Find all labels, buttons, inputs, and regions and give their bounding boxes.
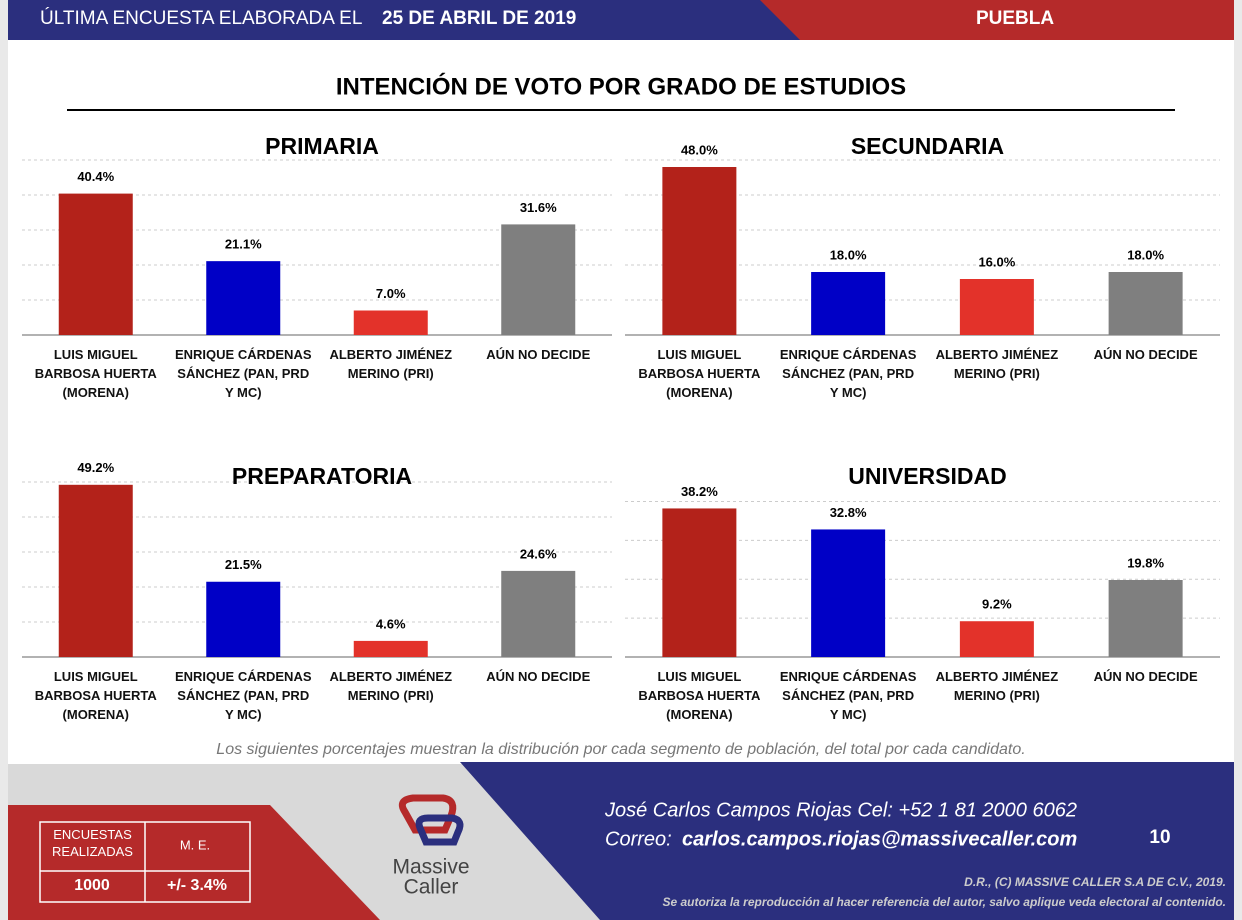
x-tick-label: ENRIQUE CÁRDENAS SÁNCHEZ (PAN, PRD Y MC) bbox=[174, 347, 312, 400]
logo-icon bbox=[415, 814, 464, 846]
data-label: 16.0% bbox=[978, 254, 1015, 269]
header-band bbox=[8, 0, 830, 40]
chart-title: PREPARATORIA bbox=[232, 463, 412, 489]
bar bbox=[353, 640, 428, 657]
logo-text: Caller bbox=[404, 876, 459, 899]
data-label: 49.2% bbox=[77, 460, 114, 475]
x-tick-label: ENRIQUE CÁRDENAS SÁNCHEZ (PAN, PRD Y MC) bbox=[174, 669, 312, 722]
contact: José Carlos Campos Riojas Cel: +52 1 81 … bbox=[604, 799, 1077, 821]
x-tick-label: LUIS MIGUEL BARBOSA HUERTA (MORENA) bbox=[638, 669, 761, 722]
bar bbox=[811, 272, 886, 335]
logo-text: Massive bbox=[392, 856, 469, 879]
bar bbox=[1108, 580, 1183, 657]
footer-red bbox=[8, 805, 380, 920]
x-tick-label: ALBERTO JIMÉNEZ MERINO (PRI) bbox=[329, 669, 453, 703]
x-tick-label: LUIS MIGUEL BARBOSA HUERTA (MORENA) bbox=[34, 347, 157, 400]
table-header: ENCUESTAS REALIZADAS bbox=[52, 827, 133, 859]
chart-title: UNIVERSIDAD bbox=[848, 463, 1006, 489]
x-tick-label: LUIS MIGUEL BARBOSA HUERTA (MORENA) bbox=[34, 669, 157, 722]
bar bbox=[58, 484, 133, 657]
x-tick-label: ENRIQUE CÁRDENAS SÁNCHEZ (PAN, PRD Y MC) bbox=[779, 669, 917, 722]
x-tick-label: ENRIQUE CÁRDENAS SÁNCHEZ (PAN, PRD Y MC) bbox=[779, 347, 917, 400]
header-text: ÚLTIMA ENCUESTA ELABORADA EL bbox=[40, 7, 362, 29]
table-value: 1000 bbox=[74, 877, 110, 894]
note: Los siguientes porcentajes muestran la d… bbox=[216, 741, 1025, 758]
data-label: 21.5% bbox=[225, 557, 262, 572]
header-band-red bbox=[760, 0, 1234, 40]
email: carlos.campos.riojas@massivecaller.com bbox=[682, 828, 1077, 850]
x-tick-label: AÚN NO DECIDE bbox=[486, 347, 591, 362]
bar bbox=[58, 193, 133, 335]
main-title: INTENCIÓN DE VOTO POR GRADO DE ESTUDIOS bbox=[336, 72, 906, 100]
copyright: D.R., (C) MASSIVE CALLER S.A DE C.V., 20… bbox=[964, 875, 1226, 889]
bar bbox=[662, 167, 737, 335]
bar bbox=[959, 621, 1034, 657]
data-label: 19.8% bbox=[1127, 555, 1164, 570]
x-tick-label: ALBERTO JIMÉNEZ MERINO (PRI) bbox=[329, 347, 453, 381]
table-header: M. E. bbox=[180, 837, 210, 852]
bar bbox=[959, 279, 1034, 335]
data-label: 18.0% bbox=[830, 247, 867, 262]
disclaimer: Se autoriza la reproducción al hacer ref… bbox=[662, 895, 1226, 909]
table-value: +/- 3.4% bbox=[167, 877, 227, 894]
x-tick-label: AÚN NO DECIDE bbox=[486, 669, 591, 684]
data-label: 24.6% bbox=[520, 546, 557, 561]
x-tick-label: ALBERTO JIMÉNEZ MERINO (PRI) bbox=[935, 669, 1059, 703]
chart-title: SECUNDARIA bbox=[851, 133, 1004, 159]
data-label: 18.0% bbox=[1127, 247, 1164, 262]
data-label: 21.1% bbox=[225, 237, 262, 252]
bar bbox=[811, 529, 886, 657]
data-label: 48.0% bbox=[681, 142, 718, 157]
data-label: 38.2% bbox=[681, 484, 718, 499]
chart-title: PRIMARIA bbox=[265, 133, 379, 159]
x-tick-label: AÚN NO DECIDE bbox=[1093, 347, 1198, 362]
bar bbox=[206, 261, 281, 335]
data-label: 32.8% bbox=[830, 505, 867, 520]
bar bbox=[501, 570, 576, 657]
bar bbox=[353, 310, 428, 335]
x-tick-label: ALBERTO JIMÉNEZ MERINO (PRI) bbox=[935, 347, 1059, 381]
footer-blue bbox=[460, 762, 1234, 920]
data-label: 7.0% bbox=[376, 286, 406, 301]
header-region: PUEBLA bbox=[976, 8, 1054, 29]
bar bbox=[662, 508, 737, 657]
bar bbox=[206, 581, 281, 657]
bar bbox=[501, 224, 576, 335]
x-tick-label: LUIS MIGUEL BARBOSA HUERTA (MORENA) bbox=[638, 347, 761, 400]
header-date: 25 DE ABRIL DE 2019 bbox=[382, 8, 576, 29]
data-label: 40.4% bbox=[77, 169, 114, 184]
data-label: 31.6% bbox=[520, 200, 557, 215]
x-tick-label: AÚN NO DECIDE bbox=[1093, 669, 1198, 684]
data-label: 9.2% bbox=[982, 597, 1012, 612]
email-label: Correo: bbox=[605, 828, 672, 850]
data-label: 4.6% bbox=[376, 616, 406, 631]
page-number: 10 bbox=[1149, 827, 1170, 848]
bar bbox=[1108, 272, 1183, 335]
